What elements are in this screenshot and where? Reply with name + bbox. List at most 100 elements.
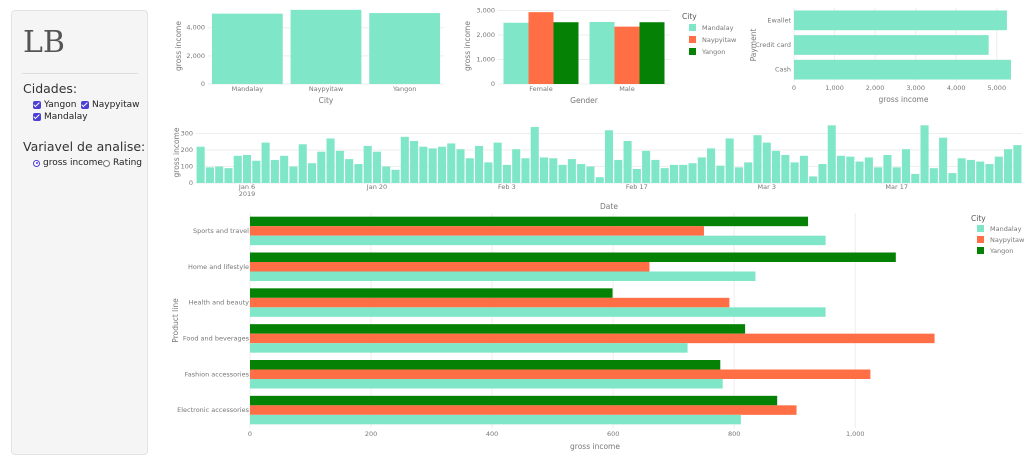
bar	[846, 156, 855, 183]
legend-title: City	[971, 214, 986, 223]
checkbox-checked-icon[interactable]	[33, 101, 41, 109]
bar	[345, 159, 354, 183]
bar	[920, 125, 929, 183]
bar	[530, 126, 539, 183]
bar	[419, 146, 428, 183]
bar	[734, 167, 743, 183]
bar	[410, 140, 419, 183]
bar	[864, 157, 873, 183]
bar	[400, 136, 409, 183]
bar	[577, 164, 586, 183]
bar	[335, 150, 344, 183]
bar	[250, 395, 778, 406]
x-tick-label: 3,000	[906, 84, 925, 92]
variable-radio-gross-income[interactable]: gross income	[33, 158, 103, 168]
bar	[224, 168, 233, 183]
x-axis-title: Date	[600, 202, 618, 211]
legend-swatch	[977, 247, 984, 254]
bar	[827, 125, 836, 183]
y-tick-label: 2,000	[186, 52, 205, 60]
y-tick-label: Sports and travel	[193, 227, 249, 235]
y-tick-label: Ewallet	[767, 16, 791, 24]
checkbox-checked-icon[interactable]	[81, 101, 89, 109]
bar	[697, 157, 706, 183]
x-tick-label: Feb 3	[498, 183, 516, 191]
bar	[790, 162, 799, 183]
bar	[966, 159, 975, 183]
bar	[250, 379, 723, 389]
bar	[465, 158, 474, 183]
legend-swatch	[977, 225, 984, 232]
divider	[22, 73, 138, 74]
bar	[586, 166, 595, 183]
y-tick-label: 200	[181, 146, 193, 154]
bar	[196, 146, 205, 183]
y-tick-label: 100	[181, 163, 193, 171]
bar	[794, 35, 989, 55]
bar	[298, 144, 307, 183]
bar	[484, 162, 493, 183]
legend-label: Mandalay	[990, 225, 1022, 233]
y-tick-label: 2,000	[476, 31, 495, 39]
x-tick-label: 800	[728, 430, 740, 438]
bar	[493, 142, 502, 183]
bar	[369, 13, 441, 85]
legend-label: Yangon	[989, 247, 1013, 255]
bar	[391, 169, 400, 183]
y-axis-title: gross income	[174, 21, 183, 71]
bar	[604, 130, 614, 183]
bar	[874, 167, 883, 183]
x-tick-label: 200	[365, 430, 377, 438]
y-tick-label: Electronic accessories	[177, 406, 249, 414]
legend-swatch	[689, 36, 696, 43]
bar	[688, 163, 697, 183]
x-axis-title: City	[319, 96, 334, 105]
city-checkbox-yangon[interactable]: Yangon	[33, 100, 76, 110]
x-tick-label: 5,000	[987, 84, 1006, 92]
x-axis-title: Gender	[570, 96, 599, 105]
city-checkbox-naypyitaw[interactable]: Naypyitaw	[81, 100, 140, 110]
bar	[250, 324, 746, 334]
bar	[317, 151, 326, 183]
radio-unselected-icon[interactable]	[103, 159, 110, 167]
checkbox-checked-icon[interactable]	[33, 113, 41, 121]
bar	[250, 414, 741, 425]
bar	[250, 333, 935, 344]
bar	[623, 140, 632, 183]
bar	[614, 26, 640, 85]
radio-selected-icon[interactable]	[33, 159, 40, 167]
y-tick-label: Home and lifestyle	[188, 263, 249, 271]
y-tick-label: 4,000	[186, 24, 205, 32]
bar	[475, 145, 484, 183]
y-tick-label: 0	[201, 80, 205, 88]
bar	[382, 166, 391, 183]
bar	[855, 161, 864, 183]
bar	[512, 149, 521, 183]
bar	[252, 160, 261, 183]
bar	[250, 226, 704, 236]
variable-label: Variavel de analise:	[23, 139, 146, 154]
bar	[660, 168, 669, 183]
bar	[250, 360, 721, 370]
bar	[250, 271, 756, 281]
bar	[883, 154, 892, 183]
variable-radio-rating[interactable]: Rating	[103, 158, 142, 168]
city-checkbox-mandalay[interactable]: Mandalay	[33, 112, 88, 122]
bar	[809, 176, 818, 183]
bar	[836, 155, 846, 183]
bar	[595, 177, 604, 183]
bar	[289, 166, 298, 183]
x-tick-label: 0	[792, 84, 796, 92]
legend-label: Yangon	[701, 48, 725, 56]
bar	[669, 164, 679, 183]
x-tick-label: Naypyitaw	[309, 85, 344, 93]
bar	[794, 59, 1011, 80]
y-tick-label: Cash	[775, 66, 791, 74]
bar	[639, 22, 665, 85]
legend-label: Naypyitaw	[702, 36, 737, 44]
y-tick-label: 3,000	[476, 6, 495, 14]
bar	[250, 252, 896, 262]
y-tick-label: 300	[181, 130, 193, 138]
x-tick-label: Feb 17	[626, 183, 648, 191]
x-tick-label: 400	[486, 430, 498, 438]
